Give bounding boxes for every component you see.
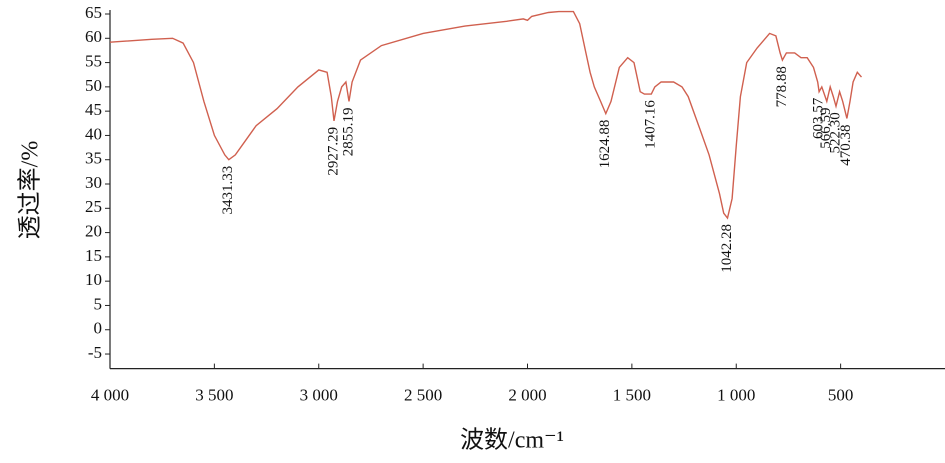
peak-label: 1042.28 [719, 224, 735, 273]
y-tick-label: 40 [85, 124, 102, 143]
x-tick-label: 2 500 [404, 386, 442, 405]
x-tick-label: 2 000 [508, 386, 546, 405]
y-tick-label: 65 [85, 3, 102, 22]
peak-label: 2927.29 [325, 127, 341, 176]
x-tick-label: 3 500 [195, 386, 233, 405]
y-tick-label: 55 [85, 51, 102, 70]
peak-label: 1624.88 [597, 120, 613, 169]
peak-label: 778.88 [774, 66, 790, 107]
y-tick-label: 50 [85, 76, 102, 95]
y-axis-title: 透过率/% [17, 141, 44, 240]
y-tick-label: 15 [85, 246, 102, 265]
x-tick-label: 500 [828, 386, 854, 405]
y-tick-label: 10 [85, 270, 102, 289]
spectrum-line [109, 10, 863, 220]
x-tick-label: 1 500 [613, 386, 651, 405]
peak-label: 566.59 [818, 107, 834, 148]
y-tick-label: 30 [85, 173, 102, 192]
y-tick-label: 35 [85, 149, 102, 168]
y-tick-label: -5 [88, 343, 102, 362]
peak-label: 470.38 [838, 124, 854, 165]
y-tick-label: 0 [94, 319, 103, 338]
x-tick-label: 1 000 [717, 386, 755, 405]
y-tick-label: 20 [85, 221, 102, 240]
y-tick-label: 45 [85, 100, 102, 119]
y-tick-label: 60 [85, 27, 102, 46]
x-axis-title: 波数/cm⁻¹ [460, 427, 564, 454]
peak-label: 603.57 [810, 97, 826, 139]
y-tick-label: 5 [94, 294, 103, 313]
y-tick-label: 25 [85, 197, 102, 216]
peak-label: 2855.19 [340, 107, 356, 156]
x-tick-label: 4 000 [91, 386, 129, 405]
peak-label: 3431.33 [220, 166, 236, 215]
peak-label: 522.30 [827, 112, 843, 153]
peak-label: 1407.16 [643, 100, 659, 149]
x-tick-label: 3 000 [300, 386, 338, 405]
